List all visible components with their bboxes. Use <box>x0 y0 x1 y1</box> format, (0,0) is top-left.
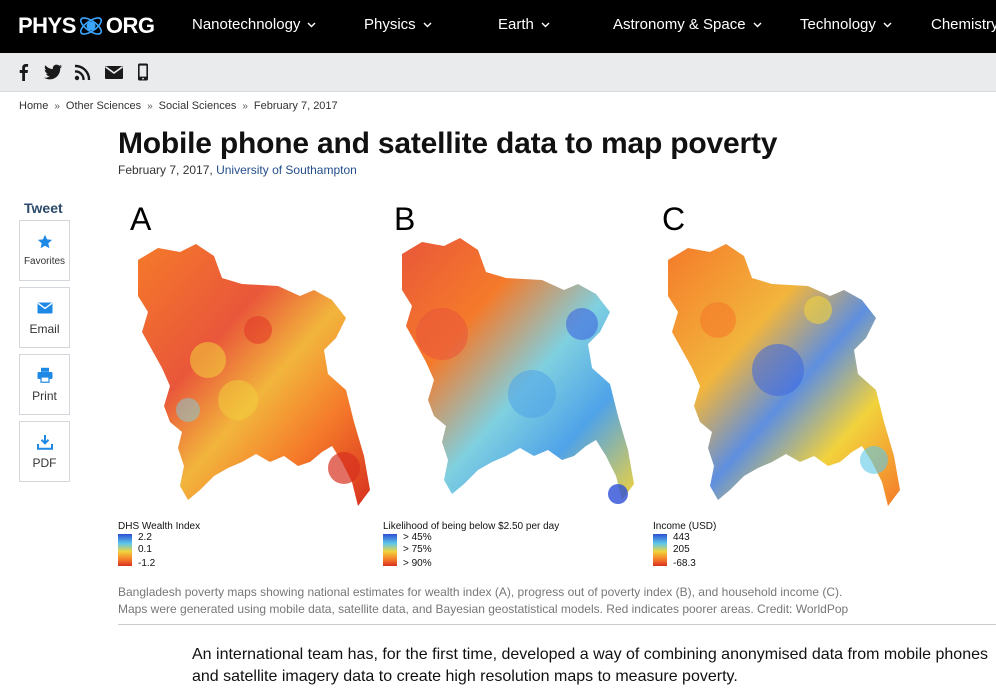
nav-item-label: Nanotechnology <box>192 16 301 33</box>
legend-b-value-low: > 90% <box>403 558 432 569</box>
breadcrumb-separator: » <box>147 100 153 112</box>
caption-line-1: Bangladesh poverty maps showing national… <box>118 585 843 599</box>
chevron-down-icon <box>307 22 316 27</box>
printer-icon <box>37 367 52 383</box>
legend-b-colorbar <box>383 534 397 566</box>
legend-c-title: Income (USD) <box>653 521 716 532</box>
nav-item-earth[interactable]: Earth <box>498 16 550 33</box>
breadcrumb-separator: » <box>242 100 248 112</box>
article-source-link[interactable]: University of Southampton <box>216 163 357 177</box>
legend-c-colorbar <box>653 534 667 566</box>
pdf-label: PDF <box>32 455 57 470</box>
legend-b-title: Likelihood of being below $2.50 per day <box>383 521 559 532</box>
caption-line-2: Maps were generated using mobile data, s… <box>118 602 849 616</box>
nav-item-label: Earth <box>498 16 534 33</box>
social-share-bar <box>0 53 996 92</box>
panel-a-letter: A <box>130 201 152 237</box>
byline-separator: , <box>209 163 217 177</box>
email-icon[interactable] <box>104 63 124 81</box>
facebook-icon[interactable] <box>14 63 34 81</box>
breadcrumb-social-sciences[interactable]: Social Sciences <box>158 100 237 112</box>
nav-item-astronomy-space[interactable]: Astronomy & Space <box>613 16 762 33</box>
email-share-button[interactable]: Email <box>19 287 70 348</box>
top-navigation: PHYS ORG Nanotechnology Physics Earth As… <box>0 0 996 53</box>
nav-item-label: Astronomy & Space <box>613 16 746 33</box>
nav-item-label: Physics <box>364 16 416 33</box>
legend-a-colorbar <box>118 534 132 566</box>
legend-c-value-low: -68.3 <box>673 558 696 569</box>
legend-c-value-high: 443 <box>673 532 690 543</box>
breadcrumb-other-sciences[interactable]: Other Sciences <box>65 100 142 112</box>
star-icon <box>37 234 52 249</box>
breadcrumb: Home » Other Sciences » Social Sciences … <box>19 100 338 112</box>
email-share-label: Email <box>29 321 60 336</box>
nav-item-technology[interactable]: Technology <box>800 16 892 33</box>
nav-item-nanotechnology[interactable]: Nanotechnology <box>192 16 316 33</box>
download-icon <box>36 434 53 450</box>
legend-c-value-mid: 205 <box>673 544 690 555</box>
legend-b-value-high: > 45% <box>403 532 432 543</box>
panel-b-letter: B <box>394 201 415 237</box>
article-figure[interactable]: A B C DHS Wealth Index <box>118 200 914 574</box>
breadcrumb-home[interactable]: Home <box>19 100 49 112</box>
divider <box>118 624 996 625</box>
chevron-down-icon <box>883 22 892 27</box>
page-title: Mobile phone and satellite data to map p… <box>118 127 778 160</box>
chevron-down-icon <box>541 22 550 27</box>
article-paragraph: An international team has, for the first… <box>192 646 988 685</box>
print-label: Print <box>32 388 57 403</box>
favorites-button[interactable]: Favorites <box>19 220 70 281</box>
favorites-label: Favorites <box>23 256 66 267</box>
rss-icon[interactable] <box>73 63 93 81</box>
site-logo[interactable]: PHYS ORG <box>18 11 155 41</box>
logo-text-left: PHYS <box>18 13 76 38</box>
pdf-button[interactable]: PDF <box>19 421 70 482</box>
legend-a-value-mid: 0.1 <box>138 544 152 555</box>
chevron-down-icon <box>753 22 762 27</box>
legend-b-value-mid: > 75% <box>403 544 432 555</box>
panel-c-letter: C <box>662 201 685 237</box>
article-byline: February 7, 2017, University of Southamp… <box>118 163 357 177</box>
nav-item-label: Technology <box>800 16 876 33</box>
print-button[interactable]: Print <box>19 354 70 415</box>
nav-item-physics[interactable]: Physics <box>364 16 432 33</box>
breadcrumb-separator: » <box>54 100 60 112</box>
nav-item-label: Chemistry <box>931 16 996 33</box>
logo-text-right: ORG <box>105 13 155 38</box>
twitter-icon[interactable] <box>43 63 63 81</box>
nav-item-chemistry[interactable]: Chemistry <box>931 16 996 33</box>
mobile-icon[interactable] <box>133 63 153 81</box>
email-icon <box>37 302 52 313</box>
legend-a-title: DHS Wealth Index <box>118 521 200 532</box>
atom-icon <box>79 17 102 35</box>
tweet-button[interactable]: Tweet <box>24 200 63 216</box>
legend-a-value-high: 2.2 <box>138 532 152 543</box>
figure-caption: Bangladesh poverty maps showing national… <box>118 584 918 618</box>
legend-a-value-low: -1.2 <box>138 558 156 569</box>
poverty-maps-image: A B C DHS Wealth Index <box>118 201 900 569</box>
chevron-down-icon <box>423 22 432 27</box>
breadcrumb-date: February 7, 2017 <box>253 100 338 112</box>
article-date: February 7, 2017 <box>118 163 210 177</box>
